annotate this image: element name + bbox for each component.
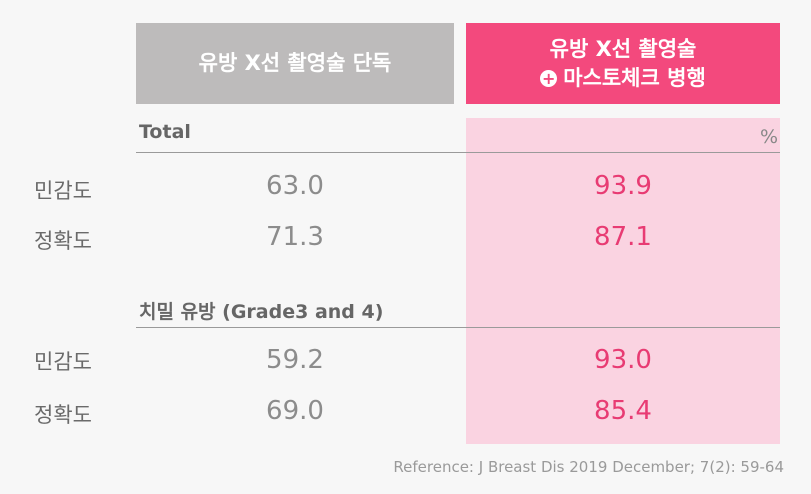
row-label-total-sensitivity: 민감도 xyxy=(34,179,92,203)
column-header-line2-wrap: + 마스토체크 병행 xyxy=(540,64,706,93)
column-header-mammography-only: 유방 X선 촬영술 단독 xyxy=(136,23,454,104)
section-divider-dense-breast xyxy=(136,327,780,328)
section-title-dense-breast: 치밀 유방 (Grade3 and 4) xyxy=(139,301,384,323)
value-total-accuracy-mammography: 71.3 xyxy=(266,222,324,252)
column-header-line1: 유방 X선 촬영술 xyxy=(549,36,697,61)
section-title-total: Total xyxy=(139,121,191,143)
unit-label: % xyxy=(759,126,778,148)
highlight-column-background xyxy=(466,118,780,444)
value-total-sensitivity-combined: 93.9 xyxy=(594,171,652,201)
column-header-line2: 마스토체크 병행 xyxy=(563,65,706,90)
value-total-sensitivity-mammography: 63.0 xyxy=(266,171,324,201)
section-divider-total xyxy=(136,152,780,153)
column-header-label: 유방 X선 촬영술 단독 xyxy=(198,51,392,75)
plus-icon: + xyxy=(540,68,558,88)
row-label-dense-accuracy: 정확도 xyxy=(34,403,92,427)
value-dense-sensitivity-combined: 93.0 xyxy=(594,345,652,375)
row-label-dense-sensitivity: 민감도 xyxy=(34,350,92,374)
row-label-total-accuracy: 정확도 xyxy=(34,229,92,253)
column-header-combined: 유방 X선 촬영술 + 마스토체크 병행 xyxy=(466,23,780,104)
value-total-accuracy-combined: 87.1 xyxy=(594,222,652,252)
value-dense-sensitivity-mammography: 59.2 xyxy=(266,345,324,375)
value-dense-accuracy-mammography: 69.0 xyxy=(266,396,324,426)
value-dense-accuracy-combined: 85.4 xyxy=(594,396,652,426)
reference-citation: Reference: J Breast Dis 2019 December; 7… xyxy=(393,458,784,476)
